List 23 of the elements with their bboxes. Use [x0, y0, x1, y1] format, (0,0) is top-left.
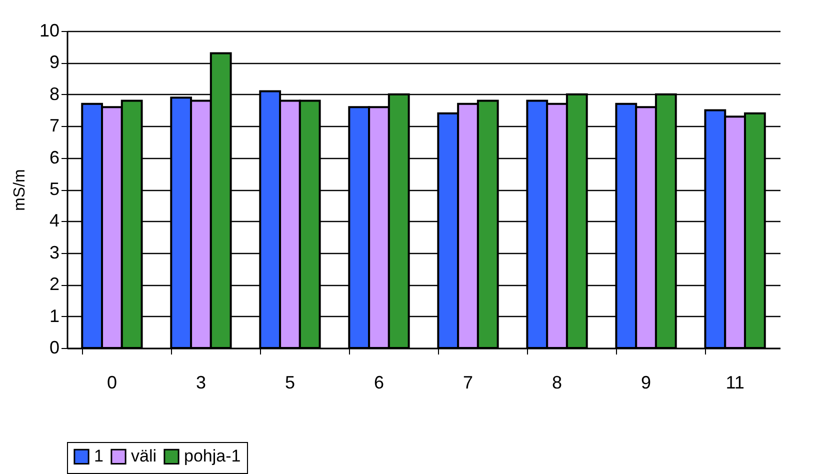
y-tick-label: 5	[49, 179, 60, 199]
x-tick-label: 0	[106, 372, 117, 392]
y-tick-label: 2	[49, 274, 60, 294]
y-tick-label: 4	[49, 210, 60, 231]
y-tick-label: 1	[49, 306, 60, 326]
y-tick-label: 7	[49, 116, 60, 136]
legend-label: 1	[94, 446, 104, 466]
x-tick-label: 5	[284, 372, 295, 392]
x-tick-label: 8	[552, 372, 562, 392]
x-tick-label: 7	[463, 372, 474, 392]
y-tick-label: 8	[49, 84, 60, 104]
y-tick-label: 6	[49, 147, 60, 168]
legend-label: pohja-1	[184, 446, 241, 466]
y-tick-label: 10	[39, 20, 60, 40]
y-tick-label: 3	[49, 242, 60, 262]
y-axis-title: mS/m	[11, 169, 28, 211]
x-tick-label: 9	[641, 372, 652, 392]
y-tick-label: 9	[49, 52, 60, 72]
y-tick-label: 0	[49, 338, 60, 358]
x-tick-label: 11	[726, 372, 744, 392]
x-tick-label: 6	[374, 372, 384, 392]
legend-label: väli	[131, 446, 157, 466]
x-tick-label: 3	[196, 372, 206, 392]
